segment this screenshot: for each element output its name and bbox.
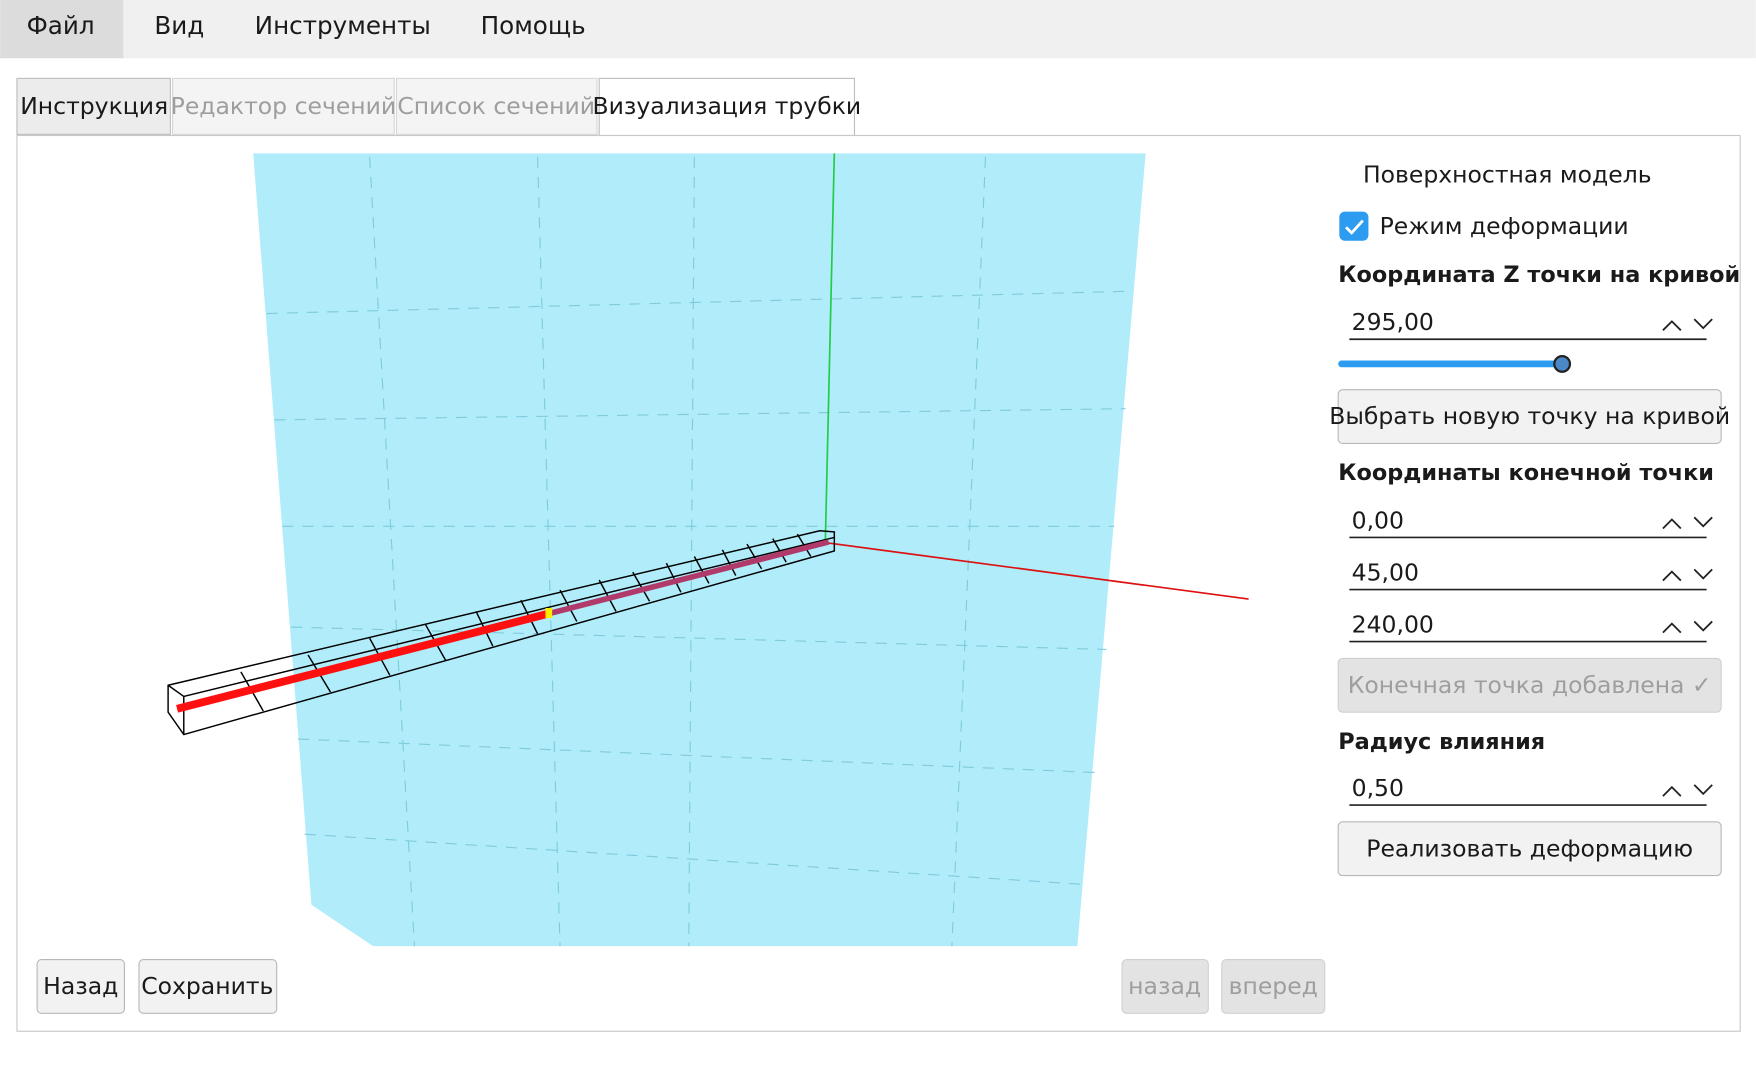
plane [253,153,1146,947]
button-label: вперед [1229,972,1318,1000]
button[interactable] [138,959,278,1014]
axis-x [828,542,1249,600]
button-label: назад [1128,972,1201,1000]
model-label: Поверхностная модель [1363,160,1652,188]
axis-y [824,153,836,540]
spin-arrows[interactable] [1662,516,1713,530]
tube-wireframe [167,530,836,736]
tab-label[interactable]: Список сечений [397,92,595,120]
tab-label[interactable]: Редактор сечений [171,92,397,120]
checkbox-label[interactable]: Режим деформации [1380,212,1629,240]
tab[interactable] [16,77,171,135]
spin-arrows[interactable] [1662,620,1713,634]
button[interactable] [1337,821,1722,877]
curve-point [545,608,553,619]
button-label[interactable]: Выбрать новую точку на кривой [1329,402,1730,430]
menu-item[interactable]: Инструменты [255,11,431,40]
checkbox[interactable] [1339,211,1369,241]
checkmark [1345,219,1364,235]
tab[interactable] [395,77,598,135]
tab[interactable] [172,77,395,135]
button-disabled [1221,959,1326,1014]
section-heading: Радиус влияния [1338,729,1545,755]
plane-grid [266,156,1134,947]
button-disabled [1337,657,1722,713]
curve-before [176,609,550,713]
spin-arrows[interactable] [1662,318,1713,331]
spinbox-value[interactable]: 0,00 [1352,506,1404,534]
tab-active[interactable] [598,77,856,137]
menu-item[interactable]: Вид [154,11,204,40]
menu-bar [0,0,1756,59]
curve-after [548,539,830,617]
button-label: Конечная точка добавлена ✓ [1348,671,1712,699]
spin-arrows[interactable] [1662,784,1713,797]
spinbox-value[interactable]: 45,00 [1352,558,1419,586]
spinbox-value[interactable]: 295,00 [1352,308,1434,336]
viewport-3d[interactable] [167,153,1249,947]
menu-item[interactable]: Помощь [481,11,586,40]
slider-track[interactable] [1338,360,1563,368]
menu-item-active-bg [0,0,124,59]
slider-thumb[interactable] [1553,354,1572,373]
tab-label[interactable]: Инструкция [20,92,168,120]
spin-arrows[interactable] [1662,568,1713,582]
button[interactable] [36,959,125,1014]
spinbox-value[interactable]: 240,00 [1352,610,1434,638]
button-label[interactable]: Сохранить [141,972,273,1000]
tab-label[interactable]: Визуализация трубки [592,92,861,120]
section-heading: Координаты конечной точки [1338,460,1714,486]
button-disabled [1121,959,1209,1014]
button-label[interactable]: Назад [43,972,118,1000]
spinbox-value[interactable]: 0,50 [1352,774,1404,802]
section-heading: Координата Z точки на кривой [1338,262,1740,288]
menu-item[interactable]: Файл [27,11,95,40]
button-label[interactable]: Реализовать деформацию [1366,834,1693,862]
button[interactable] [1337,389,1722,444]
